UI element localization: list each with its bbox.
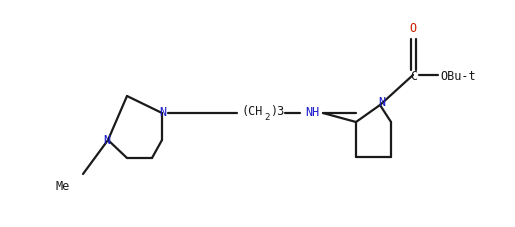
Text: C: C: [410, 69, 418, 82]
Text: N: N: [104, 135, 111, 148]
Text: OBu-t: OBu-t: [440, 69, 476, 82]
Text: )3: )3: [270, 106, 284, 118]
Text: Me: Me: [56, 180, 70, 192]
Text: 2: 2: [264, 113, 269, 121]
Text: NH: NH: [305, 106, 319, 118]
Text: (CH: (CH: [241, 106, 262, 118]
Text: N: N: [160, 106, 166, 118]
Text: N: N: [379, 96, 386, 109]
Text: O: O: [409, 22, 417, 35]
